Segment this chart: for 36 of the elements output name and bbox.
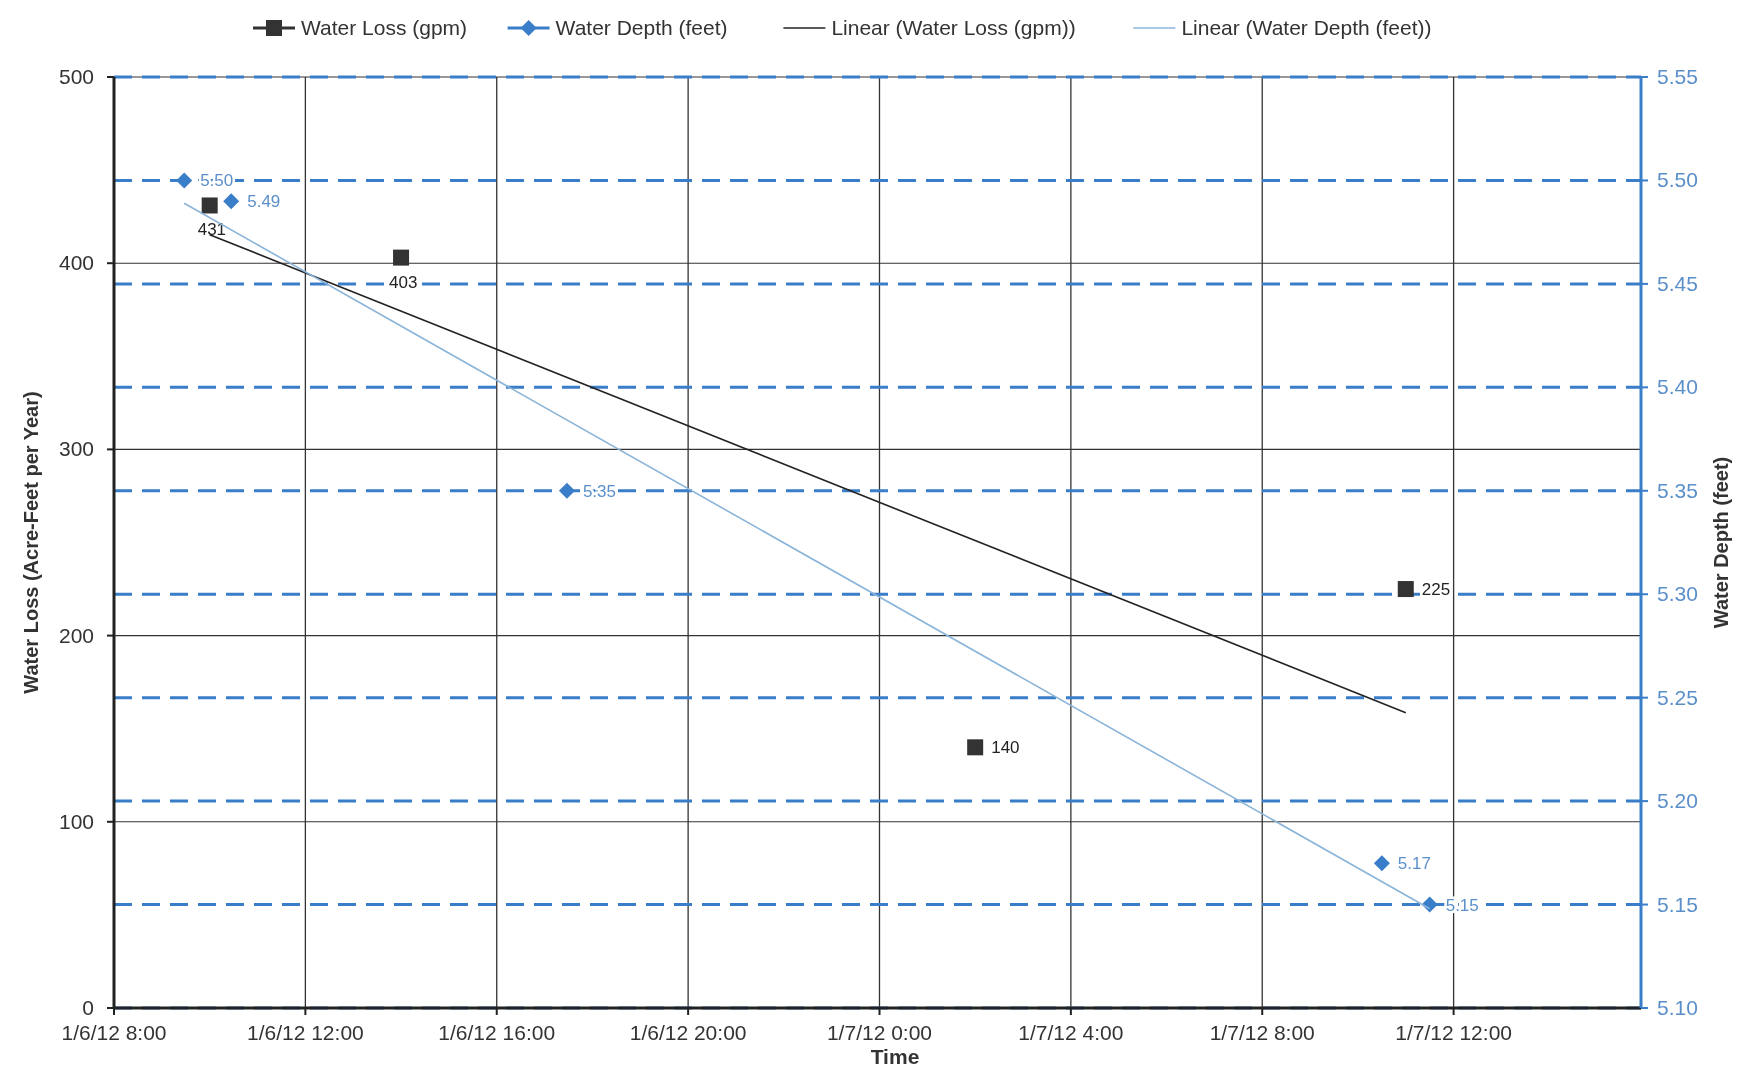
- legend-label: Linear (Water Depth (feet)): [1181, 16, 1432, 39]
- data-label: 140: [991, 738, 1020, 758]
- x-tick-label: 1/7/12 4:00: [1018, 1021, 1124, 1044]
- y2-tick-label: 5.45: [1657, 271, 1698, 295]
- y-tick-label: 100: [58, 809, 94, 833]
- legend-label: Linear (Water Loss (gpm)): [831, 16, 1076, 39]
- y-tick-label: 0: [82, 996, 94, 1019]
- y-tick-label: 300: [58, 437, 94, 461]
- legend-label: Water Loss (gpm): [301, 16, 468, 39]
- data-label: 431: [197, 220, 227, 240]
- y2-tick-label: 5.35: [1657, 478, 1698, 502]
- x-tick-label: 1/6/12 8:00: [61, 1021, 167, 1044]
- x-tick-label: 1/7/12 12:00: [1395, 1021, 1512, 1044]
- y2-axis-title: Water Depth (feet): [1710, 456, 1732, 629]
- y2-tick-label: 5.20: [1657, 789, 1698, 813]
- data-label: 5.49: [247, 192, 281, 212]
- y2-tick-label: 5.50: [1657, 168, 1698, 192]
- data-label: 5.35: [582, 481, 617, 501]
- y2-tick-label: 5.30: [1657, 582, 1698, 606]
- legend-label: Water Depth (feet): [555, 16, 728, 39]
- x-tick-label: 1/7/12 0:00: [826, 1021, 933, 1044]
- y-tick-label: 200: [58, 623, 94, 647]
- x-axis-title: Time: [870, 1045, 920, 1068]
- x-tick-label: 1/6/12 20:00: [629, 1021, 747, 1044]
- y2-tick-label: 5.15: [1657, 892, 1698, 916]
- y-tick-label: 500: [58, 65, 94, 88]
- y-axis-title: Water Loss (Acre-Feet per Year): [20, 391, 42, 694]
- y2-tick-label: 5.40: [1657, 375, 1698, 399]
- y2-tick-label: 5.55: [1657, 65, 1698, 88]
- x-tick-label: 1/6/12 16:00: [438, 1021, 556, 1044]
- x-tick-label: 1/6/12 12:00: [246, 1021, 364, 1044]
- data-label: 5.17: [1397, 854, 1431, 874]
- x-tick-label: 1/7/12 8:00: [1209, 1021, 1315, 1044]
- y-tick-label: 400: [58, 251, 94, 275]
- y2-tick-label: 5.10: [1657, 996, 1698, 1019]
- y2-tick-label: 5.25: [1657, 685, 1698, 709]
